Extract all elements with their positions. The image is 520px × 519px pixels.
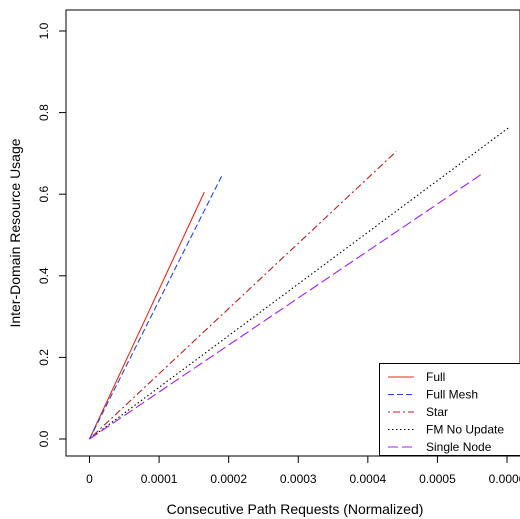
legend-label: Single Node xyxy=(426,440,492,454)
legend-label: FM No Update xyxy=(426,423,504,437)
x-tick-label: 0.0004 xyxy=(349,472,386,486)
legend: Full Full Mesh Star FM No Update Single Node xyxy=(379,363,520,456)
x-tick-label: 0.0002 xyxy=(210,472,247,486)
y-tick-label: 0.2 xyxy=(37,349,51,366)
x-tick-label: 0.0003 xyxy=(280,472,317,486)
legend-label: Full Mesh xyxy=(426,388,478,402)
legend-label: Full xyxy=(426,370,445,384)
y-tick-label: 0.6 xyxy=(37,186,51,203)
x-axis: 0 0.0001 0.0002 0.0003 0.0004 0.0005 0.0006 xyxy=(86,455,520,486)
x-tick-label: 0.0005 xyxy=(419,472,456,486)
series-line-fm-no-update xyxy=(89,126,511,440)
x-tick-label: 0.0006 xyxy=(489,472,520,486)
series-line-star xyxy=(89,150,397,440)
legend-box xyxy=(379,363,520,456)
series-line-full-mesh xyxy=(89,174,223,440)
series-lines xyxy=(89,126,511,440)
y-tick-label: 0.0 xyxy=(37,430,51,447)
y-axis: 0.0 0.2 0.4 0.6 0.8 1.0 xyxy=(37,22,67,447)
series-line-single-node xyxy=(89,172,484,440)
x-tick-label: 0 xyxy=(86,472,93,486)
x-tick-label: 0.0001 xyxy=(141,472,178,486)
y-tick-label: 0.4 xyxy=(37,267,51,284)
legend-label: Star xyxy=(426,405,448,419)
series-line-full xyxy=(89,191,205,440)
y-axis-title: Inter-Domain Resource Usage xyxy=(7,138,23,327)
y-tick-label: 1.0 xyxy=(37,22,51,39)
x-axis-title: Consecutive Path Requests (Normalized) xyxy=(167,501,424,517)
y-tick-label: 0.8 xyxy=(37,104,51,121)
